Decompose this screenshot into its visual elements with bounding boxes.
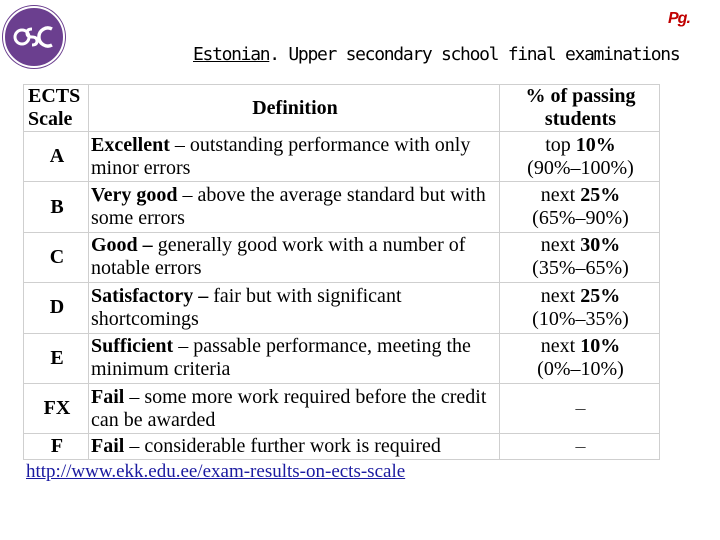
grade-cell: E: [23, 332, 89, 384]
definition-cell: Excellent – outstanding performance with…: [88, 130, 500, 183]
percent-range: (65%–90%): [532, 207, 629, 230]
table-header-row: ECTS Scale Definition % of passing student…: [23, 84, 660, 132]
definition-cell: Sufficient – passable performance, meeti…: [88, 332, 500, 384]
percent-prefix: next: [540, 284, 581, 307]
definition-cell: Fail – considerable further work is requ…: [88, 433, 500, 460]
definition-term: Sufficient: [91, 335, 174, 358]
percent-range: (10%–35%): [532, 307, 629, 330]
grade-cell: D: [23, 282, 89, 334]
table-row: D Satisfactory – fair but with significan…: [23, 282, 660, 334]
percent-cell: next 25% (10%–35%): [499, 282, 660, 334]
definition-text: – considerable further work is required: [124, 435, 441, 458]
header-percent-passing: % of passing students: [499, 84, 660, 132]
definition-cell: Good – generally good work with a number…: [88, 231, 500, 284]
percent-range: (0%–10%): [537, 358, 624, 381]
table-row: B Very good – above the average standard …: [23, 181, 660, 233]
percent-prefix: next: [540, 335, 581, 358]
percent-range: (90%–100%): [527, 156, 634, 179]
definition-term: Very good: [91, 184, 178, 207]
definition-term: Fail: [91, 385, 125, 408]
percent-cell: next 25% (65%–90%): [499, 181, 660, 233]
definition-text: – above the average standard but with so…: [91, 184, 486, 230]
percent-prefix: top: [545, 133, 576, 156]
logo-glyph: [3, 6, 65, 68]
percent-cell: –: [499, 433, 660, 460]
university-logo-icon: [2, 5, 66, 69]
percent-value: 30%: [580, 234, 621, 257]
percent-cell: next 30% (35%–65%): [499, 231, 660, 284]
definition-term: Good –: [91, 234, 153, 257]
definition-term: Excellent: [91, 133, 170, 156]
percent-cell: next 10% (0%–10%): [499, 332, 660, 384]
definition-text: – some more work required before the cre…: [91, 385, 487, 431]
definition-text: – outstanding performance with only mino…: [91, 133, 471, 179]
definition-term: Satisfactory –: [91, 284, 209, 307]
table-row: F Fail – considerable further work is req…: [23, 433, 660, 460]
percent-value: 10%: [575, 133, 616, 156]
percent-range: (35%–65%): [532, 257, 629, 280]
grade-cell: A: [23, 130, 89, 183]
definition-text: generally good work with a number of not…: [91, 234, 466, 280]
table-row: C Good – generally good work with a numbe…: [23, 231, 660, 284]
definition-cell: Satisfactory – fair but with significant…: [88, 282, 500, 334]
table-row: E Sufficient – passable performance, meet…: [23, 332, 660, 384]
title-country: Estonian: [193, 44, 271, 65]
percent-value: 25%: [580, 184, 621, 207]
definition-cell: Very good – above the average standard b…: [88, 181, 500, 233]
percent-prefix: next: [540, 184, 581, 207]
table-row: FX Fail – some more work required before …: [23, 382, 660, 435]
percent-cell: top 10% (90%–100%): [499, 130, 660, 183]
ects-table: ECTS Scale Definition % of passing student…: [23, 84, 660, 460]
table-row: A Excellent – outstanding performance wit…: [23, 130, 660, 183]
percent-cell: –: [499, 382, 660, 435]
definition-term: Fail: [91, 435, 125, 458]
definition-text: – passable performance, meeting the mini…: [91, 335, 471, 381]
header-ects-scale: ECTS Scale: [23, 84, 89, 132]
title-rest: . Upper secondary school final examinati…: [269, 44, 680, 65]
definition-cell: Fail – some more work required before th…: [88, 382, 500, 435]
grade-cell: B: [23, 181, 89, 233]
grade-cell: FX: [23, 382, 89, 435]
grade-cell: F: [23, 433, 89, 460]
percent-value: 25%: [580, 284, 621, 307]
definition-text: fair but with significant shortcomings: [91, 284, 402, 330]
percent-value: 10%: [580, 335, 621, 358]
grade-cell: C: [23, 231, 89, 284]
source-link[interactable]: http://www.ekk.edu.ee/exam-results-on-ec…: [26, 461, 406, 482]
page-title: Estonian. Upper secondary school final e…: [193, 44, 681, 65]
page-marker: Pg.: [668, 10, 691, 27]
percent-prefix: next: [540, 234, 581, 257]
header-definition: Definition: [88, 84, 500, 132]
